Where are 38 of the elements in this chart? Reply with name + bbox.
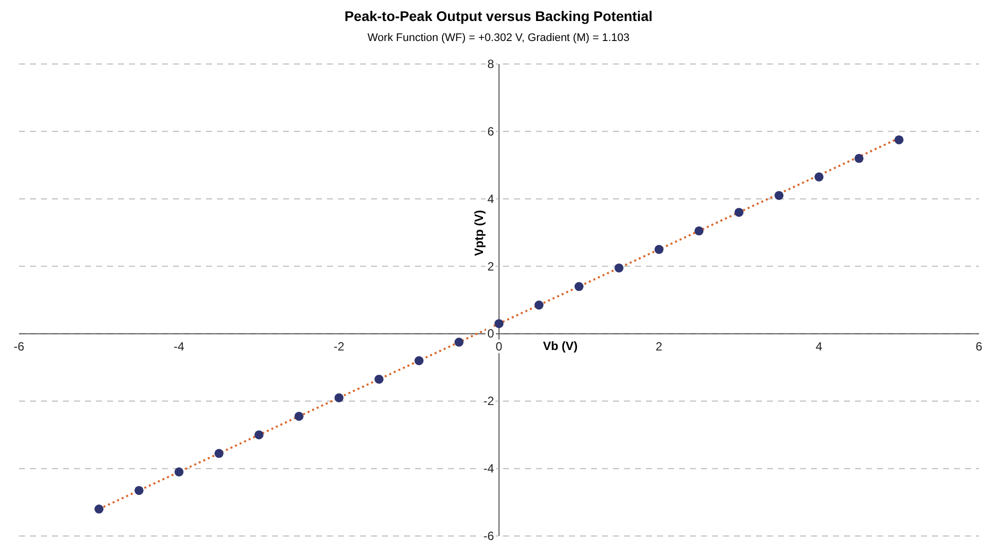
- point: [774, 190, 784, 200]
- x-tick-label: 6: [976, 340, 983, 354]
- point: [494, 319, 504, 328]
- point: [814, 172, 824, 182]
- point: [174, 467, 184, 476]
- point: [734, 208, 744, 217]
- x-tick-label: 4: [816, 340, 823, 354]
- point: [574, 282, 584, 292]
- point: [614, 263, 624, 272]
- x-tick-label: -6: [14, 340, 25, 354]
- y-axis-title: Vptp (V): [472, 208, 486, 258]
- x-tick-label: -2: [334, 340, 345, 354]
- chart-title: Peak-to-Peak Output versus Backing Potential: [343, 8, 654, 24]
- y-tick-label: -6: [483, 529, 494, 543]
- x-tick-label: 2: [656, 340, 663, 354]
- y-tick-label: 2: [487, 259, 494, 274]
- x-axis-title: Vb (V): [543, 338, 578, 353]
- point: [294, 412, 304, 421]
- point: [454, 338, 464, 347]
- y-tick-label: -2: [483, 394, 494, 408]
- point: [374, 374, 384, 384]
- point: [214, 448, 224, 458]
- chart-subtitle: Work Function (WF) = +0.302 V, Gradient (M) = 1.103: [366, 32, 630, 44]
- point: [894, 135, 904, 144]
- point: [94, 504, 104, 514]
- point: [414, 356, 424, 366]
- x-tick-label: -4: [174, 340, 185, 354]
- point: [534, 300, 544, 310]
- y-tick-label: 4: [487, 192, 494, 206]
- point: [334, 393, 344, 402]
- y-tick-label: -4: [483, 462, 494, 476]
- point: [694, 226, 704, 236]
- point: [654, 244, 664, 254]
- point: [854, 154, 864, 163]
- point: [254, 430, 264, 440]
- y-tick-label: 8: [487, 57, 494, 71]
- point: [134, 486, 144, 495]
- y-tick-label: 6: [487, 124, 494, 138]
